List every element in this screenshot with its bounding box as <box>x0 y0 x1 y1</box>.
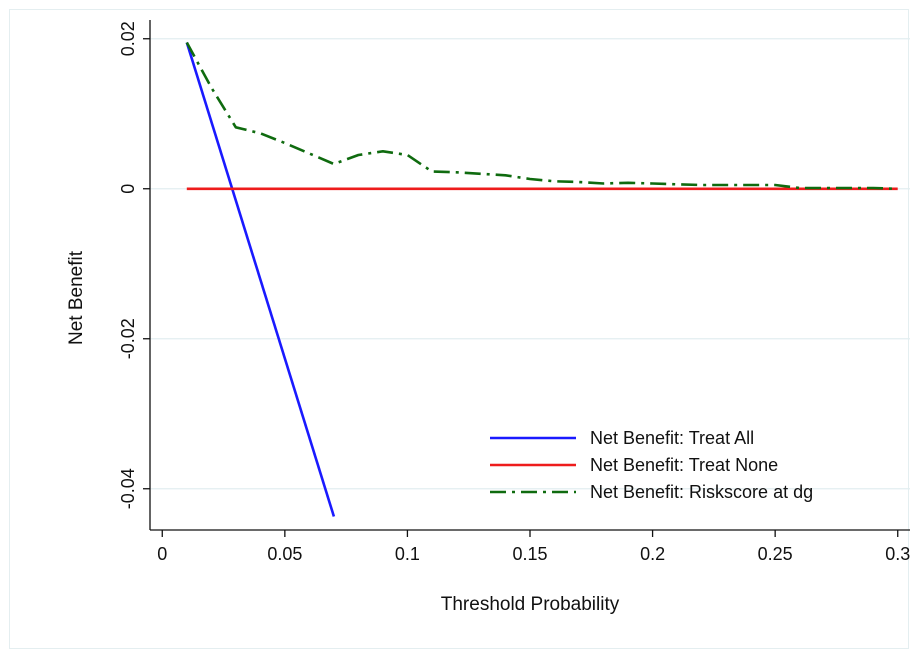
legend-label-0: Net Benefit: Treat All <box>590 428 754 448</box>
y-axis-title: Net Benefit <box>66 250 87 345</box>
legend: Net Benefit: Treat All Net Benefit: Treat… <box>490 428 813 502</box>
x-axis-title: Threshold Probability <box>441 594 620 615</box>
y-tick-label-1: 0 <box>118 184 138 194</box>
series-layer <box>185 41 898 517</box>
x-tick-label-1: 0.05 <box>267 544 302 564</box>
grid-layer <box>150 38 910 490</box>
chart-frame: 0.02 0 -0.02 -0.04 0 0.05 0.1 0.15 0.2 0.25 0.3 Ne… <box>9 9 910 649</box>
y-tick-label-0: 0.02 <box>118 21 138 56</box>
y-tick-label-3: -0.04 <box>118 468 138 509</box>
x-tick-label-0: 0 <box>157 544 167 564</box>
axes-layer: 0.02 0 -0.02 -0.04 0 0.05 0.1 0.15 0.2 0.25 0.3 <box>118 20 910 564</box>
x-tick-label-5: 0.25 <box>758 544 793 564</box>
y-tick-label-2: -0.02 <box>118 318 138 359</box>
legend-label-1: Net Benefit: Treat None <box>590 455 778 475</box>
x-tick-label-4: 0.2 <box>640 544 665 564</box>
x-tick-label-6: 0.3 <box>885 544 910 564</box>
legend-label-2: Net Benefit: Riskscore at dg <box>590 482 813 502</box>
x-tick-label-3: 0.15 <box>512 544 547 564</box>
chart-canvas: 0.02 0 -0.02 -0.04 0 0.05 0.1 0.15 0.2 0.25 0.3 Ne… <box>66 20 910 615</box>
series-line-2 <box>185 41 898 191</box>
series-line-0 <box>185 42 336 517</box>
x-tick-label-2: 0.1 <box>395 544 420 564</box>
